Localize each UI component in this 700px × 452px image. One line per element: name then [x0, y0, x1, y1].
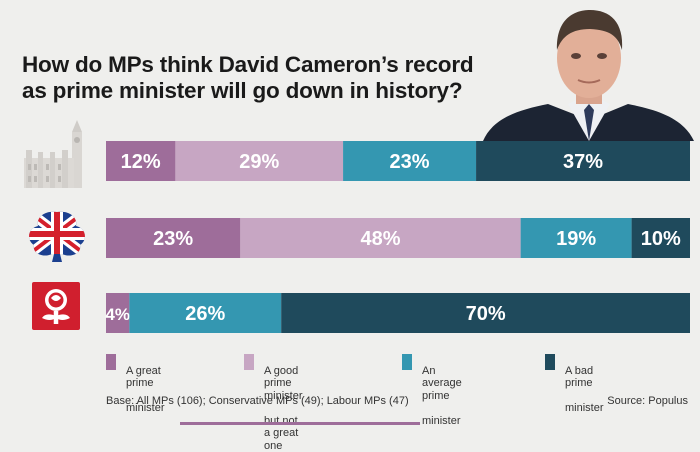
legend-good-line-2: but not a great one	[264, 414, 299, 452]
data-label-conservative-mps-great: 23%	[153, 228, 193, 250]
data-label-conservative-mps-good: 48%	[360, 228, 400, 250]
legend-swatch-average	[402, 354, 412, 370]
bar-segment-all-mps-average	[343, 141, 477, 181]
bar-segment-labour-mps-bad	[281, 293, 690, 333]
labour-rose-icon	[32, 282, 80, 330]
source-note: Source: Populus	[607, 395, 688, 407]
legend-average-line-2: minister	[422, 414, 461, 427]
bar-segment-conservative-mps-good	[240, 218, 521, 258]
data-label-all-mps-average: 23%	[390, 151, 430, 173]
bar-segment-all-mps-great	[106, 141, 176, 181]
bar-segment-labour-mps-great	[106, 293, 130, 333]
bar-row-labour-mps: 4% 26% 70%	[105, 293, 690, 333]
legend-average-line-1: An average prime	[422, 364, 462, 402]
stacked-bar-chart: 12% 29% 23% 37% 23% 48% 19% 10% 4% 26% 70%	[105, 141, 690, 333]
conservative-tree-icon	[29, 211, 85, 262]
data-label-all-mps-bad: 37%	[563, 151, 603, 173]
legend-bad-line-2: minister	[565, 402, 604, 414]
chart-title: How do MPs think David Cameron’s record …	[22, 52, 492, 104]
footer-accent-line	[180, 422, 420, 425]
data-label-labour-mps-great: 4%	[105, 305, 130, 324]
bar-segment-conservative-mps-bad	[631, 218, 690, 258]
bar-segment-conservative-mps-average	[520, 218, 632, 258]
data-label-conservative-mps-average: 19%	[556, 228, 596, 250]
data-label-all-mps-good: 29%	[239, 151, 279, 173]
title-line-2: as prime minister will go down in histor…	[22, 78, 463, 103]
legend-label-great: A great prime minister	[126, 352, 165, 415]
bar-row-all-mps: 12% 29% 23% 37%	[106, 141, 690, 181]
legend-bad-line-1: A bad prime	[565, 364, 594, 390]
legend-label-bad: A bad prime minister	[565, 352, 604, 415]
title-line-1: How do MPs think David Cameron’s record	[22, 52, 474, 77]
legend-label-average: An average prime minister	[422, 352, 462, 427]
legend-swatch-great	[106, 354, 116, 370]
legend-great-line-1: A great prime	[126, 364, 161, 390]
base-note: Base: All MPs (106); Conservative MPs (4…	[106, 395, 409, 407]
data-label-labour-mps-average: 26%	[185, 303, 225, 325]
legend-good-line-1: A good prime minister	[264, 364, 303, 402]
data-label-labour-mps-bad: 70%	[466, 303, 506, 325]
bar-segment-conservative-mps-great	[106, 218, 241, 258]
legend-swatch-good	[244, 354, 254, 370]
david-cameron-photo	[478, 0, 700, 141]
bar-segment-all-mps-good	[175, 141, 344, 181]
legend-great-line-2: minister	[126, 402, 165, 414]
parliament-icon	[24, 120, 82, 188]
bar-row-conservative-mps: 23% 48% 19% 10%	[106, 218, 690, 258]
legend-swatch-bad	[545, 354, 555, 370]
data-label-conservative-mps-bad: 10%	[641, 228, 681, 250]
bar-segment-all-mps-bad	[476, 141, 690, 181]
data-label-all-mps-great: 12%	[121, 151, 161, 173]
bar-segment-labour-mps-average	[129, 293, 282, 333]
